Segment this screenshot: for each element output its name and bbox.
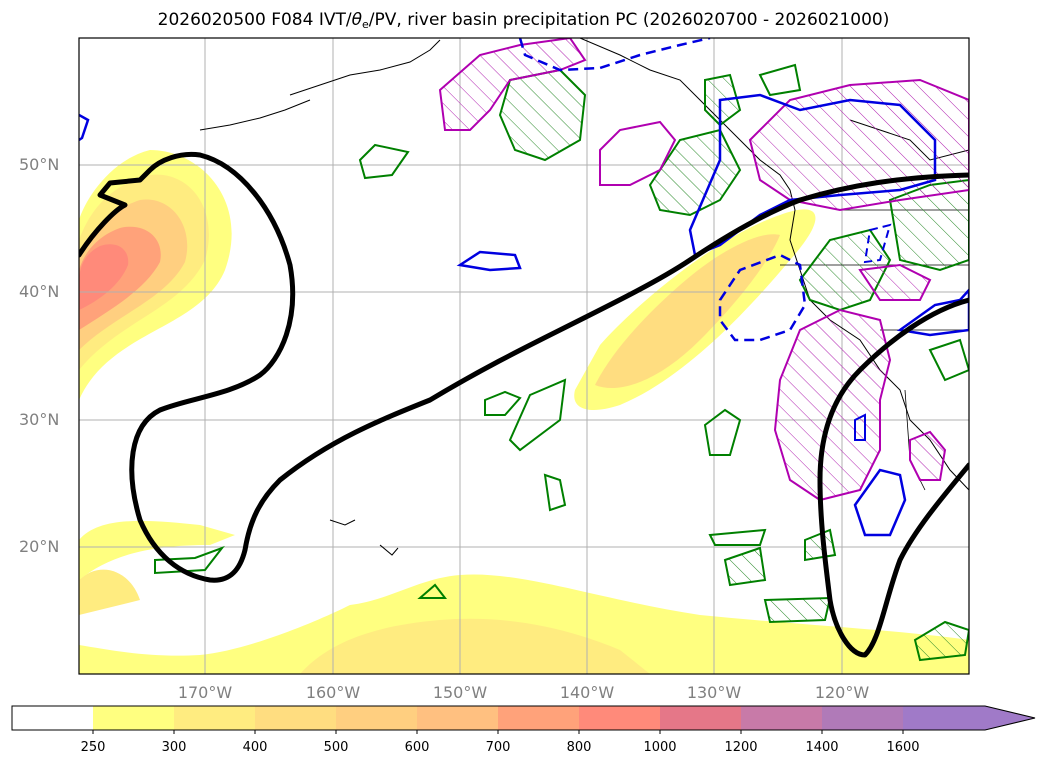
lat-label-40n: 40°N [19, 282, 60, 301]
lon-label-160w: 160°W [305, 683, 361, 702]
lat-label-30n: 30°N [19, 410, 60, 429]
map-frame [78, 37, 970, 675]
colorbar-label-300: 300 [161, 740, 187, 755]
lon-label-130w: 130°W [686, 683, 742, 702]
colorbar-label-1000: 1000 [643, 740, 677, 755]
black-contours [79, 151, 969, 658]
colorbar-label-400: 400 [242, 740, 268, 755]
lon-label-120w: 120°W [814, 683, 870, 702]
map-title: 2026020500 F084 IVT/θe/PV, river basin p… [157, 10, 890, 31]
colorbar-label-700: 700 [485, 740, 511, 755]
lon-label-170w: 170°W [177, 683, 233, 702]
lat-label-20n: 20°N [19, 537, 60, 556]
colorbar-label-1600: 1600 [886, 740, 920, 755]
lat-label-50n: 50°N [19, 155, 60, 174]
map-content [79, 38, 969, 674]
colorbar-label-250: 250 [80, 740, 106, 755]
colorbar-label-500: 500 [323, 740, 349, 755]
lon-label-150w: 150°W [432, 683, 488, 702]
colorbar-label-1200: 1200 [724, 740, 758, 755]
colorbar-label-1400: 1400 [805, 740, 839, 755]
colorbar [11, 705, 1036, 734]
lon-label-140w: 140°W [559, 683, 615, 702]
colorbar-label-800: 800 [566, 740, 592, 755]
colorbar-label-600: 600 [404, 740, 430, 755]
